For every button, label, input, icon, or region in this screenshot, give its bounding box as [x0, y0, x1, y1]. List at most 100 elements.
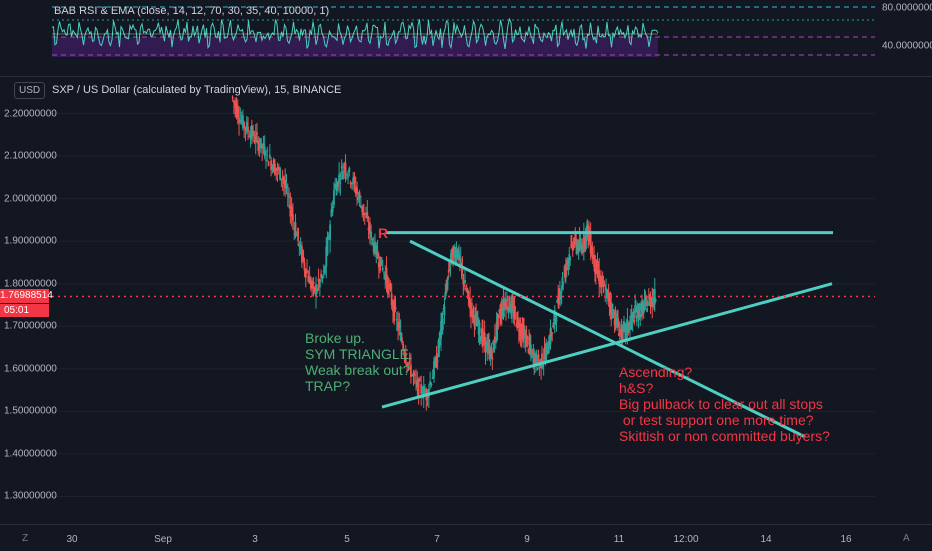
candle-body — [263, 146, 266, 157]
candle-body — [508, 296, 511, 310]
candle-body — [348, 167, 351, 173]
candle-body — [514, 312, 517, 314]
candle-body — [270, 160, 273, 171]
candle-body — [394, 306, 397, 310]
candle-body — [578, 239, 581, 250]
candle-body — [588, 226, 590, 236]
candle-body — [331, 206, 334, 212]
time-axis[interactable]: Z 30 Sep 3 5 7 9 11 12:00 14 16 A — [0, 524, 932, 551]
candle-body — [594, 255, 596, 273]
candle-body — [247, 126, 249, 132]
candle-body — [315, 284, 317, 297]
candle-body — [268, 154, 271, 158]
indicator-title[interactable]: BAB RSI & EMA (close, 14, 12, 70, 30, 35… — [54, 5, 330, 17]
candle-body — [336, 181, 339, 188]
candle-body — [458, 250, 460, 258]
candle-body — [325, 246, 328, 267]
candle-body — [290, 206, 293, 217]
candle-body — [552, 325, 554, 328]
time-tick-label: 9 — [524, 534, 530, 545]
candle-body — [499, 315, 501, 318]
time-tick-label: 16 — [840, 534, 852, 545]
candle-body — [313, 287, 316, 292]
candle-body — [234, 101, 237, 108]
candle-body — [536, 367, 539, 370]
candle-body — [435, 356, 438, 368]
price-pane[interactable]: USD SXP / US Dollar (calculated by Tradi… — [0, 77, 932, 522]
candle-body — [617, 317, 619, 327]
descending-trendline — [409, 239, 806, 439]
bar-countdown-tag: 05:01 — [0, 304, 49, 317]
annotation-left-note: Broke up. SYM TRIANGLE. Weak break out? … — [305, 330, 413, 394]
candle-body — [612, 312, 615, 314]
price-tick-label: 1.90000000 — [4, 235, 57, 247]
current-price-tag: 1.76988514 — [0, 289, 53, 303]
candle-body — [297, 228, 299, 241]
candle-body — [299, 244, 302, 250]
indicator-pane[interactable]: BAB RSI & EMA (close, 14, 12, 70, 30, 35… — [0, 0, 932, 77]
candle-body — [564, 268, 566, 277]
candle-body — [258, 146, 261, 148]
resistance-label: R — [378, 225, 389, 241]
candle-body — [259, 138, 262, 149]
candle-body — [275, 168, 278, 171]
candle-body — [363, 212, 366, 215]
candle-body — [599, 280, 601, 287]
candle-body — [474, 314, 477, 319]
candle-body — [366, 211, 369, 220]
candle-body — [472, 307, 475, 314]
candle-body — [582, 247, 584, 251]
candle-body — [343, 165, 346, 167]
candle-body — [422, 386, 425, 398]
candle-body — [585, 227, 588, 242]
candle-body — [511, 305, 514, 307]
chart-title[interactable]: SXP / US Dollar (calculated by TradingVi… — [52, 84, 342, 96]
candle-body — [522, 327, 525, 343]
zoom-corner-icon[interactable]: Z — [22, 533, 29, 544]
candle-body — [531, 350, 534, 352]
candle-body — [643, 299, 646, 308]
indicator-ytick-80: 80.00000000 — [882, 2, 932, 14]
candle-body — [568, 254, 571, 260]
candle-body — [646, 308, 649, 312]
ascending-trendline — [381, 282, 833, 409]
candle-body — [549, 328, 552, 345]
candle-body — [473, 318, 476, 326]
currency-badge[interactable]: USD — [14, 82, 46, 99]
candle-body — [334, 184, 337, 189]
candle-body — [452, 251, 454, 264]
candle-body — [416, 380, 419, 388]
candle-body — [462, 274, 465, 285]
candle-body — [528, 337, 531, 345]
candle-body — [441, 318, 444, 331]
candle-body — [271, 167, 274, 170]
candle-body — [415, 380, 417, 382]
candle-body — [347, 176, 349, 178]
candle-body — [608, 294, 611, 306]
candle-body — [265, 159, 267, 161]
candle-body — [401, 337, 403, 343]
candle-body — [256, 132, 258, 136]
candle-body — [464, 280, 466, 284]
candle-body — [579, 244, 582, 246]
candle-body — [586, 221, 589, 230]
auto-scale-button[interactable]: A — [903, 533, 910, 544]
candle-body — [639, 313, 642, 318]
candle-body — [632, 312, 635, 319]
candle-body — [463, 284, 466, 287]
candle-body — [530, 351, 533, 358]
candle-body — [490, 347, 493, 357]
candle-body — [413, 374, 416, 376]
candle-body — [340, 166, 343, 169]
candle-body — [545, 347, 548, 361]
candle-body — [367, 227, 370, 231]
candle-body — [647, 302, 649, 306]
candle-body — [277, 167, 280, 171]
candle-body — [288, 195, 290, 198]
candle-body — [361, 206, 364, 212]
candle-body — [356, 187, 358, 195]
candle-body — [550, 331, 553, 336]
candle-body — [351, 183, 353, 185]
candle-body — [307, 275, 310, 283]
candle-body — [448, 268, 451, 270]
